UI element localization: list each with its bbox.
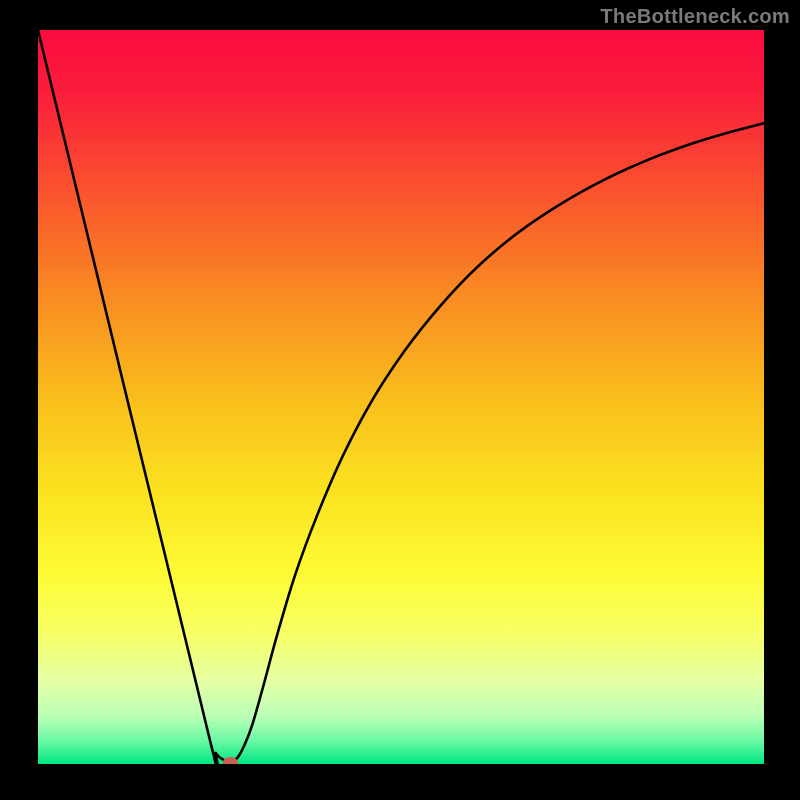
min-marker [223,758,237,764]
chart-frame: TheBottleneck.com [0,0,800,800]
curve-left-branch [38,30,230,764]
curve-right-branch [230,123,764,762]
curve-layer [38,30,764,764]
watermark-text: TheBottleneck.com [600,6,790,29]
plot-area [38,30,764,764]
